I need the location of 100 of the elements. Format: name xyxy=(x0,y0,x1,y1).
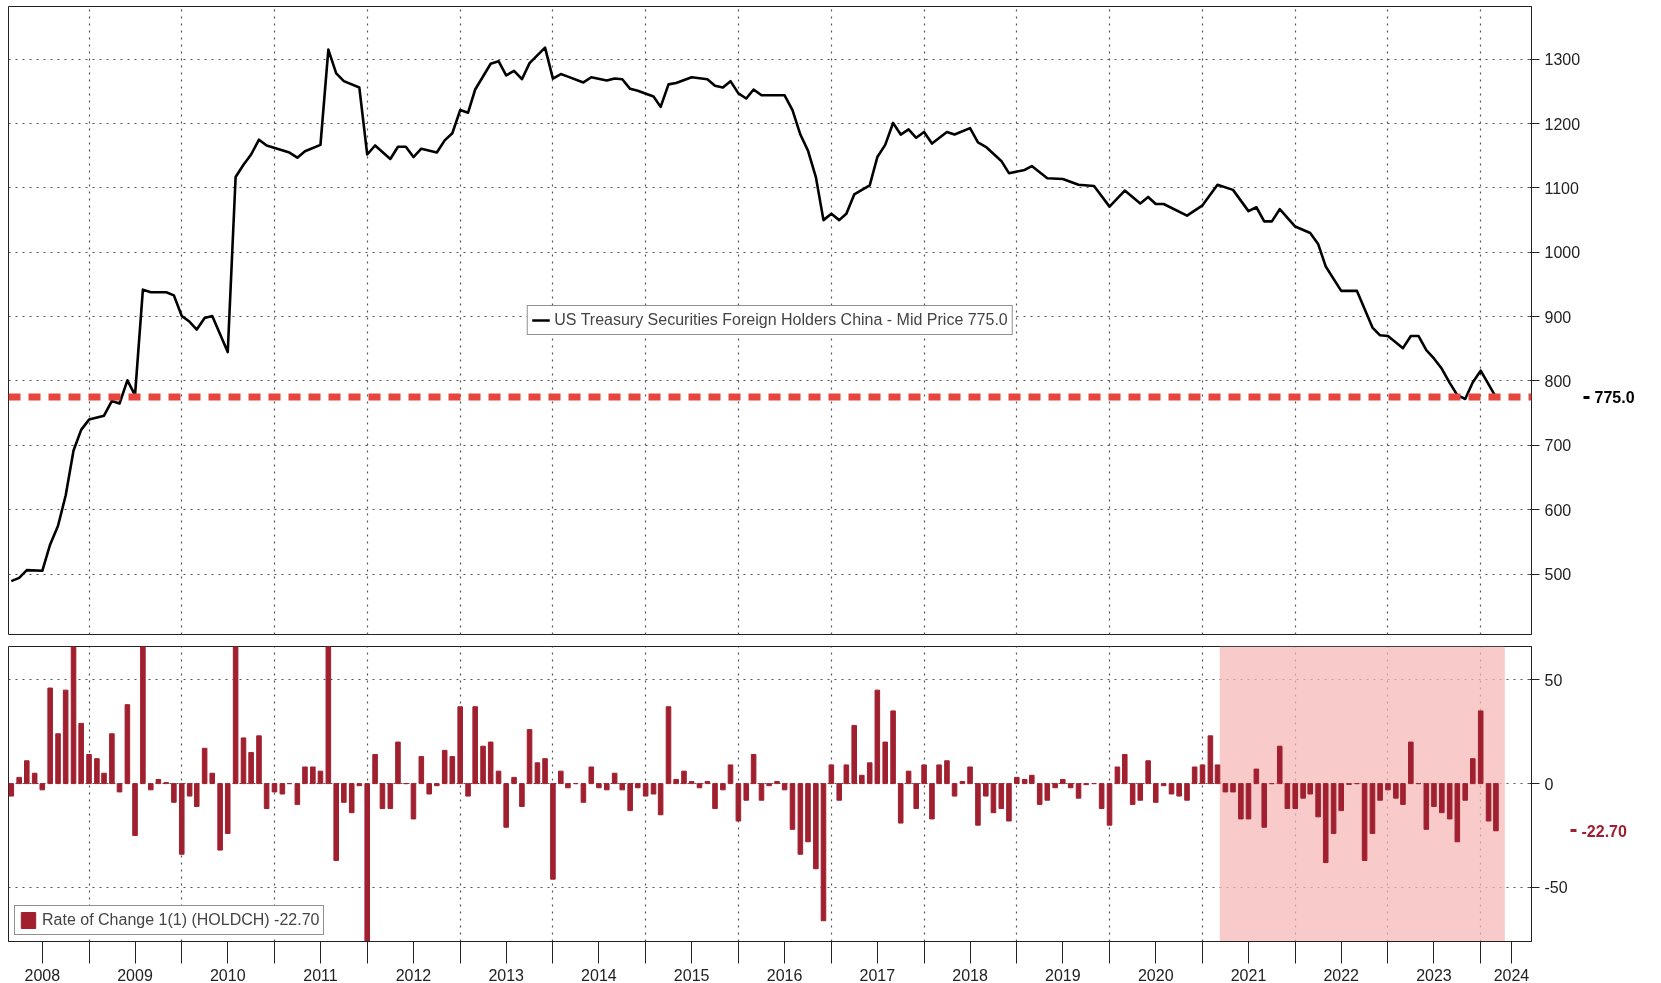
x-tick-label: 2009 xyxy=(117,966,153,983)
bar xyxy=(372,754,378,785)
x-tick-label: 2024 xyxy=(1493,966,1530,983)
bar xyxy=(1152,783,1159,803)
bar xyxy=(294,783,301,805)
y-tick-label: 600 xyxy=(1544,501,1572,519)
bar xyxy=(224,783,231,834)
bar xyxy=(1423,783,1430,830)
bar xyxy=(387,783,394,810)
bar xyxy=(317,770,324,785)
bar xyxy=(495,770,502,785)
bar xyxy=(542,758,548,785)
bar xyxy=(596,783,602,789)
bar xyxy=(781,783,788,791)
y-tick-label: 1200 xyxy=(1544,115,1581,133)
x-tick-label: 2020 xyxy=(1137,966,1174,983)
bar xyxy=(1060,778,1066,785)
bar xyxy=(673,778,679,785)
bar xyxy=(248,751,254,785)
bar xyxy=(109,733,115,785)
bar xyxy=(310,766,316,785)
bar xyxy=(1114,766,1121,785)
x-tick-label: 2019 xyxy=(1044,966,1081,983)
bar xyxy=(171,783,177,803)
bar xyxy=(379,783,386,810)
bar xyxy=(1292,783,1299,810)
bar xyxy=(603,783,610,791)
bar xyxy=(279,783,286,795)
bar xyxy=(1462,783,1468,801)
y-tick-label: 500 xyxy=(1544,566,1572,584)
y-tick-label: 900 xyxy=(1544,308,1572,326)
bar xyxy=(232,646,239,785)
bar xyxy=(1361,783,1368,861)
x-tick-label: 2014 xyxy=(581,966,617,983)
bar xyxy=(1006,783,1012,822)
bar xyxy=(1238,783,1244,820)
bar xyxy=(526,729,533,785)
x-tick-label: 2022 xyxy=(1323,966,1360,983)
y-tick-label: 700 xyxy=(1544,437,1572,455)
bar xyxy=(921,764,927,785)
bar xyxy=(1408,741,1414,785)
bar xyxy=(1067,783,1074,789)
x-tick-label: 2016 xyxy=(766,966,803,983)
bar xyxy=(665,706,672,785)
x-tick-label: 2012 xyxy=(395,966,432,983)
bar xyxy=(1431,783,1437,807)
bar xyxy=(457,706,463,785)
bar xyxy=(434,783,440,787)
x-tick-label: 2023 xyxy=(1416,966,1452,983)
x-tick-label: 2018 xyxy=(952,966,988,983)
bar xyxy=(774,781,780,785)
bar xyxy=(1098,783,1105,810)
bar xyxy=(797,783,804,855)
bar xyxy=(62,689,69,785)
bar xyxy=(813,783,819,870)
bar xyxy=(55,733,61,785)
bar xyxy=(944,760,950,785)
bar xyxy=(820,783,827,922)
bar xyxy=(1214,764,1221,785)
bar xyxy=(1207,735,1214,785)
bar xyxy=(766,783,772,787)
text: 775.0 xyxy=(1594,389,1635,407)
bar xyxy=(519,783,525,807)
bar xyxy=(487,741,494,785)
bar xyxy=(1184,783,1190,801)
bar xyxy=(47,687,53,785)
bar xyxy=(302,766,308,785)
x-tick-label: 2013 xyxy=(488,966,525,983)
bar xyxy=(1230,783,1236,793)
bar xyxy=(240,737,247,785)
bar xyxy=(967,766,973,785)
bar xyxy=(1014,776,1020,785)
bar xyxy=(364,783,370,942)
bar xyxy=(1052,783,1058,789)
bar xyxy=(828,764,835,785)
bar xyxy=(998,783,1005,810)
bar xyxy=(1477,710,1484,785)
bar xyxy=(959,781,966,785)
bar xyxy=(805,783,811,843)
bar xyxy=(580,783,587,803)
legend-label: US Treasury Securities Foreign Holders China - Mid Price 775.0 xyxy=(554,311,1008,329)
bar xyxy=(333,783,339,861)
bar xyxy=(1276,745,1283,785)
bar xyxy=(1385,783,1391,791)
bar xyxy=(681,770,687,785)
bar xyxy=(1253,768,1260,785)
bar xyxy=(951,783,958,797)
x-tick-label: 2017 xyxy=(859,966,896,983)
y-tick-label: 800 xyxy=(1544,372,1572,390)
line-series xyxy=(9,46,1498,583)
bar xyxy=(1075,783,1082,799)
y-tick-label: 1300 xyxy=(1544,51,1581,69)
bar xyxy=(263,783,270,810)
bar xyxy=(1160,783,1167,787)
bar xyxy=(1168,783,1175,795)
bar xyxy=(24,760,30,785)
bar xyxy=(712,783,718,810)
bar xyxy=(1191,766,1198,785)
bar xyxy=(1261,783,1268,828)
bar xyxy=(743,783,750,801)
